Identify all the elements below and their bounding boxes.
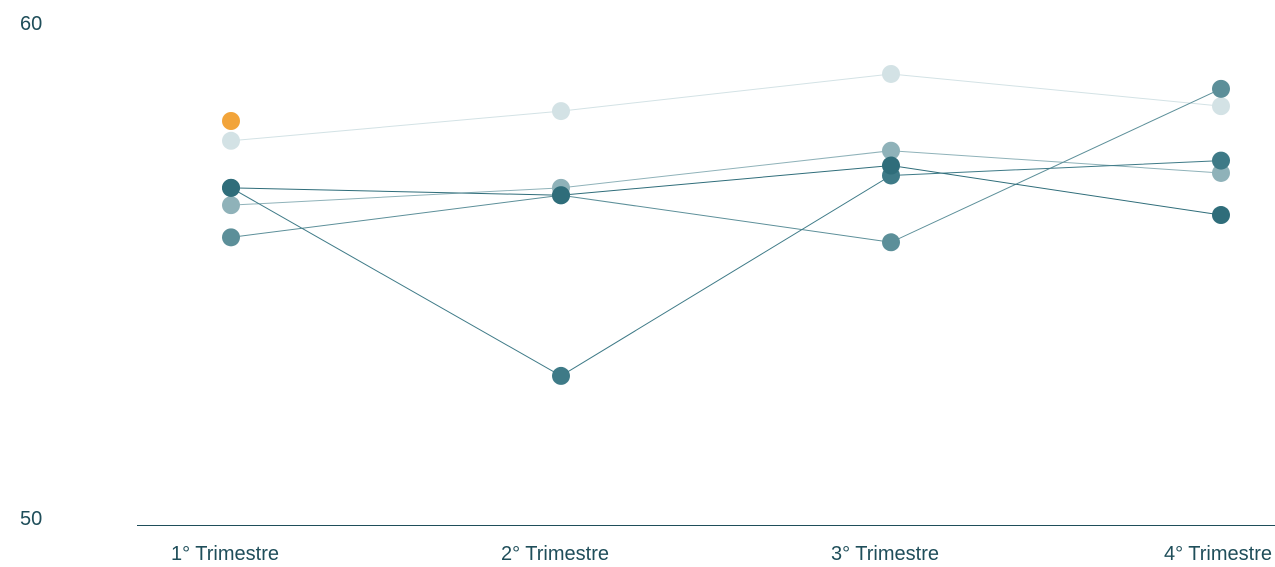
series-5-line xyxy=(230,165,1222,216)
series-points xyxy=(222,64,1230,385)
x-tick-label: 1° Trimestre xyxy=(171,543,279,565)
series-5-point-3 xyxy=(882,156,900,175)
x-tick-label: 3° Trimestre xyxy=(831,543,939,565)
series-1-point-4 xyxy=(1212,97,1230,116)
series-2-line xyxy=(230,150,1222,206)
series-1-point-3 xyxy=(882,64,900,83)
series-4-point-2 xyxy=(552,366,570,385)
series-1-point-1 xyxy=(222,131,240,150)
series-5-point-1 xyxy=(222,178,240,197)
y-axis-ticks: 60 50 xyxy=(20,13,42,530)
y-tick-label-top: 60 xyxy=(20,13,42,35)
highlight-point xyxy=(222,112,240,130)
series-lines xyxy=(230,73,1222,377)
series-2-point-4 xyxy=(1212,163,1230,182)
series-3-point-4 xyxy=(1212,79,1230,98)
series-4-point-4 xyxy=(1212,151,1230,170)
series-5-point-4 xyxy=(1212,206,1230,225)
x-tick-label: 2° Trimestre xyxy=(501,543,609,565)
x-tick-label: 4° Trimestre xyxy=(1164,543,1272,565)
y-tick-label-bottom: 50 xyxy=(20,508,42,530)
series-2-point-1 xyxy=(222,196,240,215)
series-3-line xyxy=(230,88,1222,243)
series-1-line xyxy=(230,73,1222,142)
series-3-point-3 xyxy=(882,233,900,252)
x-axis-ticks: 1° Trimestre 2° Trimestre 3° Trimestre 4° T… xyxy=(171,543,1272,565)
series-3-point-1 xyxy=(222,228,240,247)
series-4-line xyxy=(230,160,1222,377)
series-2-point-3 xyxy=(882,141,900,160)
series-5-point-2 xyxy=(552,186,570,205)
series-1-point-2 xyxy=(552,102,570,121)
